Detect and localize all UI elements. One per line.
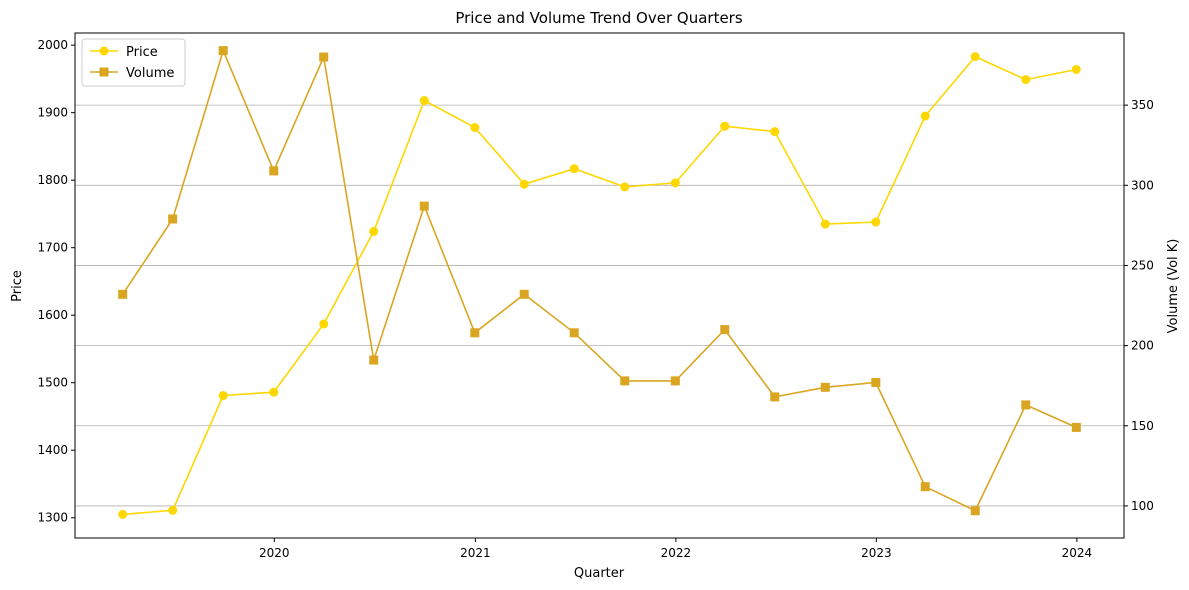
volume-point (820, 382, 830, 392)
y-left-tick-label: 1400 (37, 443, 68, 457)
volume-legend-label: Volume (126, 66, 174, 81)
price-point (569, 164, 579, 174)
price-point (118, 509, 128, 519)
price-point (620, 182, 630, 192)
y-left-tick-label: 2000 (37, 38, 68, 52)
x-tick-label: 2020 (259, 546, 290, 560)
y-right-tick-label: 100 (1131, 499, 1154, 513)
legend: Price Volume (81, 38, 186, 87)
x-tick-label: 2024 (1062, 546, 1093, 560)
volume-point (720, 325, 730, 335)
price-point (168, 505, 178, 515)
price-point (218, 391, 228, 401)
volume-point (118, 289, 128, 299)
x-tick-label: 2023 (861, 546, 892, 560)
volume-point (569, 328, 579, 338)
price-point (1071, 64, 1081, 74)
y-left-tick-label: 1300 (37, 511, 68, 525)
volume-point (1071, 422, 1081, 432)
volume-point (871, 377, 881, 387)
price-legend-label: Price (126, 45, 158, 60)
gridlines (75, 104, 1124, 507)
x-axis-label: Quarter (574, 566, 625, 581)
volume-point (470, 328, 480, 338)
price-point (269, 387, 279, 397)
y-left-tick-label: 1800 (37, 173, 68, 187)
volume-point (670, 376, 680, 386)
price-point (820, 219, 830, 229)
volume-point (1021, 400, 1031, 410)
price-point (720, 121, 730, 131)
price-point (369, 226, 379, 236)
volume-point (519, 289, 529, 299)
volume-point (319, 52, 329, 62)
volume-point (369, 355, 379, 365)
volume-point (920, 482, 930, 492)
volume-point (970, 506, 980, 516)
price-point (770, 127, 780, 137)
price-point (319, 319, 329, 329)
volume-series-line (122, 48, 1077, 512)
y-left-tick-label: 1900 (37, 106, 68, 120)
volume-point (269, 166, 279, 176)
plot-frame (74, 32, 1125, 539)
y-left-tick-label: 1600 (37, 308, 68, 322)
y-right-tick-label: 300 (1131, 178, 1154, 192)
y-left-tick-label: 1500 (37, 376, 68, 390)
axes: 1300 1400 1500 1600 1700 1800 1900 2000 100 150 20… (37, 38, 1153, 560)
chart-title: Price and Volume Trend Over Quarters (455, 9, 743, 27)
price-legend-marker (99, 46, 109, 56)
y-axis-left-label: Price (10, 270, 25, 302)
x-tick-label: 2022 (661, 546, 692, 560)
y-left-tick-label: 1700 (37, 241, 68, 255)
price-point (670, 178, 680, 188)
price-point (470, 123, 480, 133)
price-point (871, 217, 881, 227)
volume-point (620, 376, 630, 386)
price-point (519, 179, 529, 189)
x-tick-label: 2021 (460, 546, 491, 560)
volume-point (770, 392, 780, 402)
volume-point (218, 46, 228, 56)
volume-point (168, 214, 178, 224)
price-series-line (122, 55, 1077, 516)
price-point (1021, 75, 1031, 85)
series-layer (118, 46, 1081, 519)
y-axis-right-label: Volume (Vol K) (1166, 239, 1181, 334)
volume-legend-marker (99, 67, 109, 77)
y-right-tick-label: 350 (1131, 98, 1154, 112)
volume-point (419, 201, 429, 211)
y-right-tick-label: 250 (1131, 258, 1154, 272)
price-point (419, 96, 429, 106)
y-right-tick-label: 150 (1131, 419, 1154, 433)
price-point (970, 52, 980, 62)
price-point (920, 111, 930, 121)
y-right-tick-label: 200 (1131, 339, 1154, 353)
